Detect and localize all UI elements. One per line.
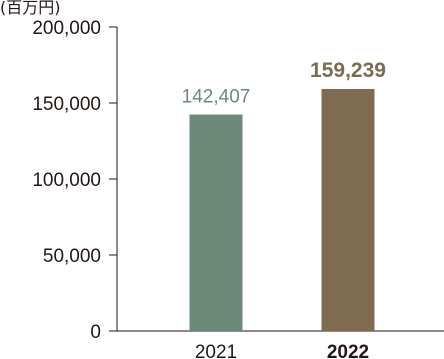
y-tick-label: 0 xyxy=(90,322,101,343)
labels: 0 50,000 100,000 150,000 200,000 142,407 2021 1… xyxy=(32,18,386,359)
y-tick-label: 100,000 xyxy=(32,170,101,191)
bars xyxy=(189,88,375,332)
value-label-2021: 142,407 xyxy=(182,87,251,108)
x-tick-label-2022: 2022 xyxy=(327,342,369,359)
x-tick-label-2021: 2021 xyxy=(195,342,237,359)
y-tick-label: 50,000 xyxy=(43,246,101,267)
value-label-2022: 159,239 xyxy=(310,59,386,82)
bar-2021 xyxy=(189,114,243,332)
unit-label: (百万円) xyxy=(0,0,61,17)
y-tick-label: 200,000 xyxy=(32,18,101,39)
y-tick-label: 150,000 xyxy=(32,94,101,115)
axes xyxy=(109,26,444,332)
bar-2022 xyxy=(321,88,375,331)
